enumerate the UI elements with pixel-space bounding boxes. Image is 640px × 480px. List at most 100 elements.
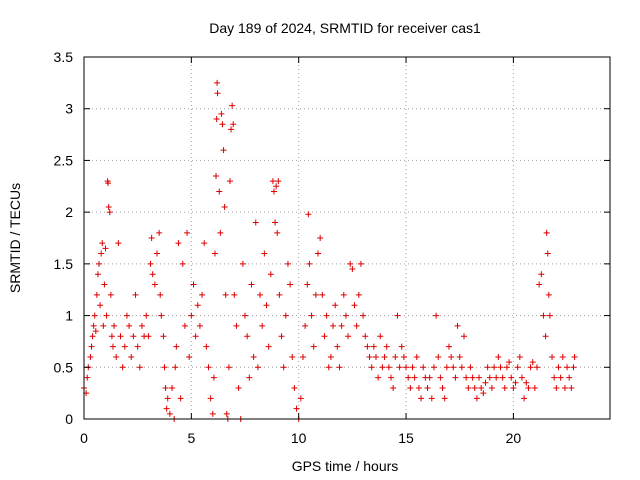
data-point (355, 291, 362, 298)
data-point (217, 229, 224, 236)
data-point (138, 322, 145, 329)
data-point (383, 343, 390, 350)
data-point (568, 384, 575, 391)
data-point (242, 312, 249, 319)
grid (84, 57, 610, 419)
data-point (257, 291, 264, 298)
data-point (92, 328, 99, 335)
data-point (229, 102, 236, 109)
data-point (469, 374, 476, 381)
data-point (424, 384, 431, 391)
data-point (486, 374, 493, 381)
data-point (121, 343, 128, 350)
data-point (132, 291, 139, 298)
data-point (275, 178, 282, 185)
data-point (566, 374, 573, 381)
data-point (482, 379, 489, 386)
data-point (336, 364, 343, 371)
data-point (426, 374, 433, 381)
data-point (467, 364, 474, 371)
data-point (211, 250, 218, 257)
data-point (179, 260, 186, 267)
data-point (254, 364, 261, 371)
data-point (516, 353, 523, 360)
data-point (272, 219, 279, 226)
data-point (512, 379, 519, 386)
data-point (97, 302, 104, 309)
y-tick-label: 1.5 (54, 256, 74, 272)
data-point (213, 172, 220, 179)
data-point (308, 312, 315, 319)
data-point (186, 353, 193, 360)
y-tick-label: 1 (65, 308, 73, 324)
data-point (161, 364, 168, 371)
data-point (454, 322, 461, 329)
data-point (570, 364, 577, 371)
chart-title: Day 189 of 2024, SRMTID for receiver cas… (209, 20, 481, 36)
data-point (413, 353, 420, 360)
data-point (246, 374, 253, 381)
data-point (117, 333, 124, 340)
data-point (302, 322, 309, 329)
y-tick-label: 3.5 (54, 49, 74, 65)
data-point (536, 281, 543, 288)
data-point (557, 374, 564, 381)
x-tick-label: 5 (187, 430, 195, 446)
data-points (81, 79, 578, 422)
data-point (508, 374, 515, 381)
data-point (156, 229, 163, 236)
data-point (145, 333, 152, 340)
data-point (196, 322, 203, 329)
data-point (392, 353, 399, 360)
data-point (160, 333, 167, 340)
data-point (437, 374, 444, 381)
data-point (521, 395, 528, 402)
data-point (134, 343, 141, 350)
data-point (248, 281, 255, 288)
data-point (166, 410, 173, 417)
data-point (317, 235, 324, 241)
data-point (278, 333, 285, 340)
data-point (450, 364, 457, 371)
data-point (126, 322, 133, 329)
data-point (207, 395, 214, 402)
data-point (518, 374, 525, 381)
data-point (368, 364, 375, 371)
data-point (529, 359, 536, 366)
data-point (441, 395, 448, 402)
data-point (473, 395, 480, 402)
data-point (280, 364, 287, 371)
data-point (478, 384, 485, 391)
data-point (501, 384, 508, 391)
data-point (91, 312, 98, 319)
data-point (123, 312, 130, 319)
data-point (407, 384, 414, 391)
data-point (445, 343, 452, 350)
data-point (164, 395, 171, 402)
data-point (366, 353, 373, 360)
data-point (105, 180, 112, 187)
data-point (216, 188, 223, 195)
y-tick-label: 2.5 (54, 152, 74, 168)
data-point (233, 322, 240, 329)
data-point (448, 353, 455, 360)
data-point (98, 250, 105, 257)
data-point (458, 364, 465, 371)
data-point (265, 343, 272, 350)
data-point (214, 90, 221, 97)
data-point (332, 302, 339, 309)
data-point (471, 384, 478, 391)
data-point (491, 364, 498, 371)
data-point (225, 364, 232, 371)
data-point (261, 250, 268, 257)
data-point (375, 374, 382, 381)
data-point (231, 291, 238, 298)
data-point (90, 322, 97, 329)
data-point (263, 302, 270, 309)
x-axis-label: GPS time / hours (292, 458, 399, 474)
data-point (96, 260, 103, 267)
data-point (484, 364, 491, 371)
data-point (553, 384, 560, 391)
data-point (327, 353, 334, 360)
data-point (101, 281, 108, 288)
